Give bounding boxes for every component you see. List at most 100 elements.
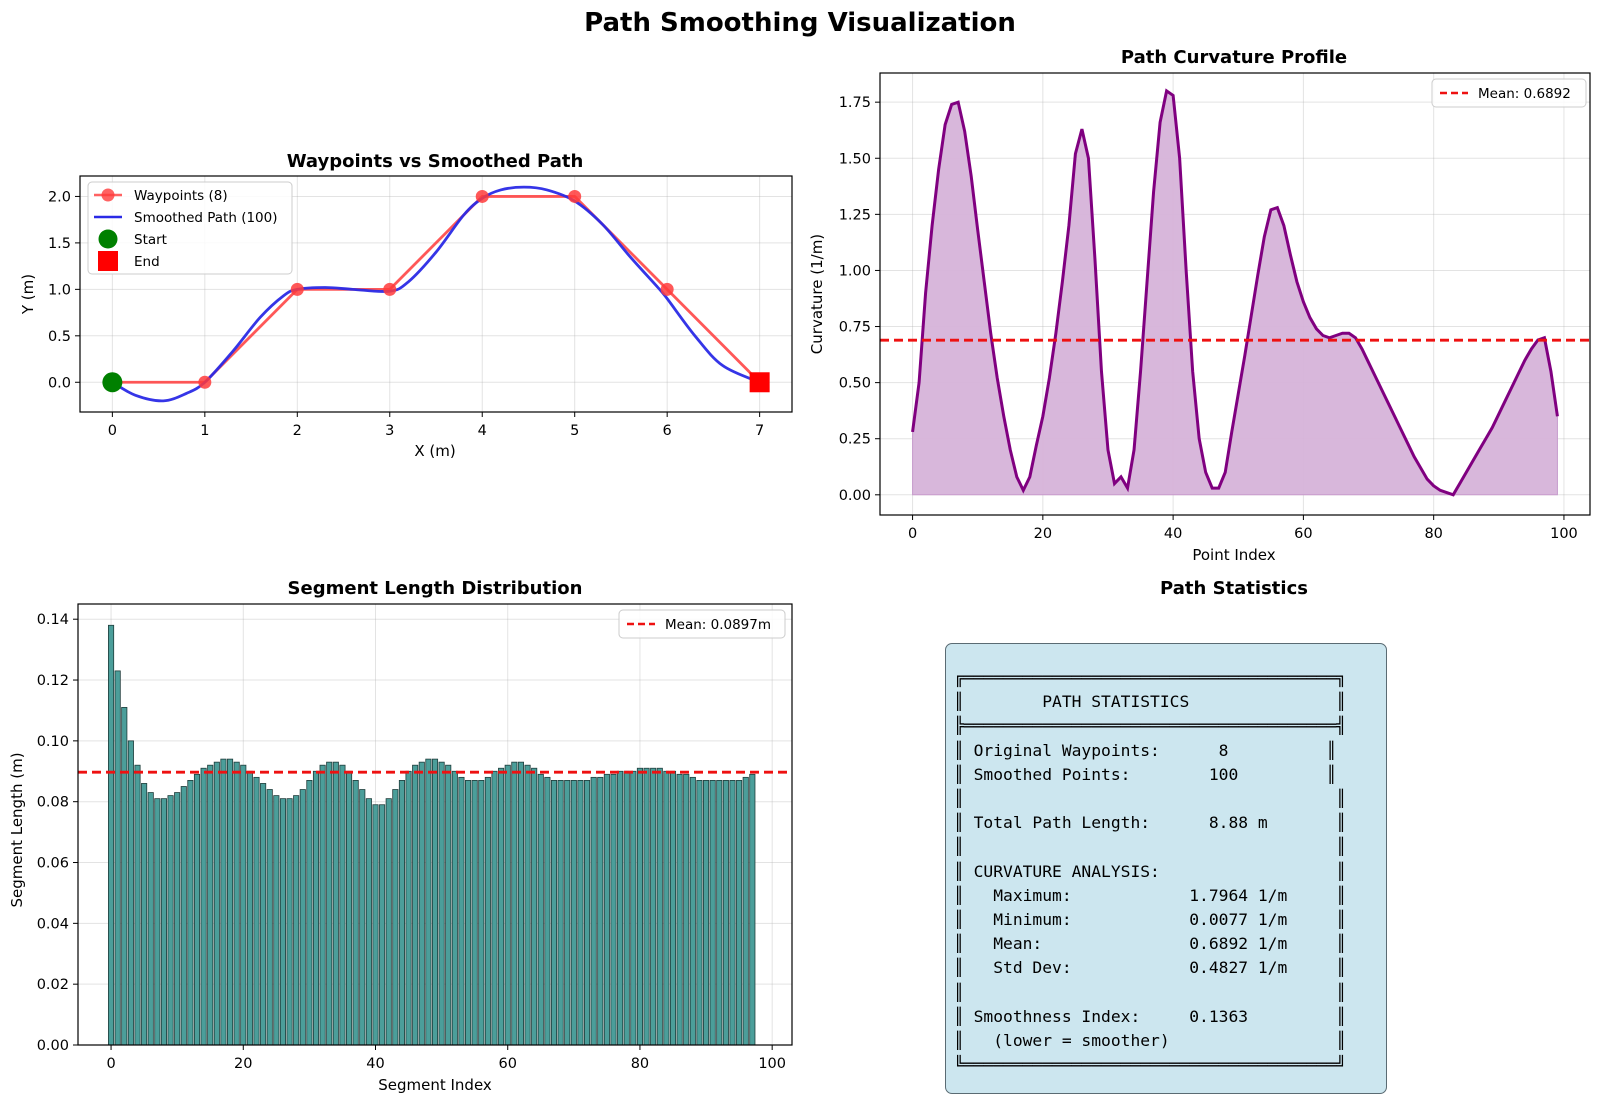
stats-line: ║ Smoothed Points: 100 ║ — [954, 764, 1337, 784]
segment-bar — [517, 761, 524, 1046]
segment-bar — [650, 767, 657, 1046]
curvature-ticks: 0 20 40 60 80 100 0.00 0.25 0.50 0.75 1.00 1.25 1.50… — [839, 95, 1578, 542]
stats-line: ║ Smoothness Index: 0.1363 ║ — [954, 1006, 1347, 1026]
x-tick-label: 6 — [663, 423, 672, 439]
segment-bar — [484, 776, 491, 1046]
stats-line: ║ PATH STATISTICS ║ — [954, 692, 1347, 712]
segment-bar — [742, 776, 749, 1046]
segments-title: Segment Length Distribution — [288, 578, 583, 599]
segment-bar — [676, 773, 683, 1046]
waypoints-plot-area — [102, 185, 770, 403]
segment-bar — [233, 761, 240, 1046]
waypoint-marker — [198, 375, 212, 389]
segment-bar — [438, 761, 445, 1046]
segment-bar — [504, 764, 511, 1046]
segments-ylabel: Segment Length (m) — [8, 752, 26, 907]
segment-bar — [683, 773, 690, 1046]
y-tick-label: 0.25 — [839, 432, 871, 448]
segment-bar — [246, 770, 253, 1046]
x-tick-label: 60 — [498, 1056, 516, 1072]
segment-bar — [471, 780, 478, 1046]
end-marker — [749, 372, 770, 393]
segment-bar — [167, 795, 174, 1046]
waypoints-title: Waypoints vs Smoothed Path — [287, 151, 584, 172]
segment-bar — [365, 798, 372, 1046]
segment-bar — [352, 780, 359, 1046]
y-tick-label: 0.75 — [839, 320, 871, 336]
segment-bar — [299, 789, 306, 1046]
x-tick-label: 5 — [570, 423, 579, 439]
stats-line: ║ ║ — [954, 789, 1347, 809]
stats-title: Path Statistics — [1160, 578, 1308, 599]
x-tick-label: 40 — [1164, 526, 1182, 542]
segment-bar — [623, 770, 630, 1046]
legend-end-marker — [98, 251, 118, 271]
x-tick-label: 4 — [478, 423, 487, 439]
segment-bar — [220, 758, 227, 1046]
x-tick-label: 80 — [1424, 526, 1442, 542]
segment-bar — [147, 792, 154, 1046]
segment-bar — [418, 761, 425, 1046]
segment-bar — [630, 770, 637, 1046]
waypoints-axes-frame — [79, 175, 793, 413]
segment-bar — [392, 789, 399, 1046]
segment-bar — [174, 792, 181, 1046]
x-tick-label: 7 — [755, 423, 764, 439]
segment-bar — [127, 740, 134, 1046]
segment-bar — [537, 773, 544, 1046]
legend-smoothed-label: Smoothed Path (100) — [134, 210, 278, 226]
segment-bar — [511, 761, 518, 1046]
segment-bar — [339, 764, 346, 1046]
legend-curvature-mean-label: Mean: 0.6892 — [1478, 86, 1571, 102]
stats-line: ║ Mean: 0.6892 1/m ║ — [954, 934, 1347, 954]
y-tick-label: 2.0 — [48, 189, 71, 205]
segment-bar — [200, 767, 207, 1046]
stats-line: ║ (lower = smoother) ║ — [954, 1031, 1347, 1051]
stats-line: ║ Total Path Length: 8.88 m ║ — [954, 813, 1347, 833]
curvature-title: Path Curvature Profile — [1121, 47, 1347, 68]
y-tick-label: 0.0 — [48, 375, 71, 391]
segment-bar — [213, 761, 220, 1046]
segment-bar — [597, 776, 604, 1046]
segment-bar — [273, 795, 280, 1046]
segment-bar — [716, 780, 723, 1046]
stats-line: ╠══════════════════════════════════════╣ — [954, 716, 1347, 736]
stats-line: ║ ║ — [954, 837, 1347, 857]
stats-panel: ╔══════════════════════════════════════╗… — [945, 643, 1387, 1094]
waypoints-ylabel: Y (m) — [19, 274, 37, 315]
y-tick-label: 1.25 — [839, 207, 871, 223]
y-tick-label: 0.50 — [839, 376, 871, 392]
curvature-plot-area — [880, 88, 1590, 497]
segment-bar — [465, 780, 472, 1046]
y-tick-label: 0.10 — [37, 734, 69, 750]
segment-bar — [385, 798, 392, 1046]
segment-bar — [749, 773, 756, 1046]
legend-start-label: Start — [134, 232, 167, 248]
curvature-area-fill — [912, 90, 1558, 496]
segment-bar — [160, 798, 167, 1046]
segment-bar — [346, 770, 353, 1046]
waypoint-marker — [568, 189, 582, 203]
segment-bar — [180, 786, 187, 1046]
stats-line: ║ Minimum: 0.0077 1/m ║ — [954, 910, 1347, 930]
segment-bar — [279, 798, 286, 1046]
x-tick-label: 1 — [200, 423, 209, 439]
segment-bar — [696, 780, 703, 1046]
y-tick-label: 0.00 — [839, 488, 871, 504]
segment-bar — [372, 804, 379, 1046]
legend-segments-mean-label: Mean: 0.0897m — [665, 617, 771, 633]
segment-bar — [550, 780, 558, 1046]
y-tick-label: 0.04 — [37, 916, 69, 932]
segment-bar — [154, 798, 161, 1046]
y-tick-label: 1.75 — [839, 95, 871, 111]
legend-waypoints-marker — [101, 188, 115, 202]
segment-bar — [617, 770, 624, 1046]
figure-title: Path Smoothing Visualization — [584, 8, 1016, 38]
legend-start-marker — [98, 229, 118, 249]
segment-bar — [398, 780, 405, 1046]
segment-bar — [134, 764, 141, 1046]
segment-bar — [306, 780, 313, 1046]
segment-bar — [729, 780, 736, 1046]
segment-bar — [643, 767, 650, 1046]
